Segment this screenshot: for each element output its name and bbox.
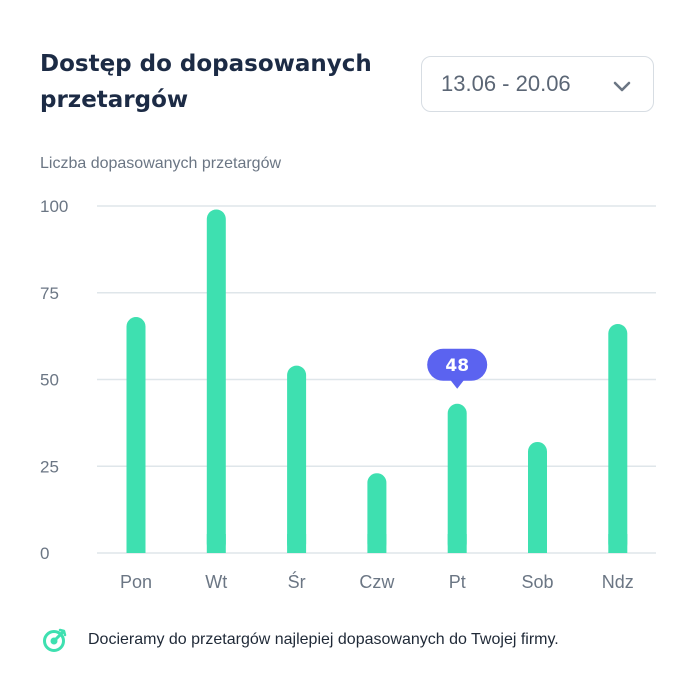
bar-base <box>608 534 628 553</box>
bar-base <box>206 534 226 553</box>
x-tick-label: Czw <box>359 572 395 592</box>
x-tick-label: Sob <box>521 572 553 592</box>
tooltip-value: 48 <box>445 356 469 376</box>
bar-ndz <box>608 323 628 553</box>
x-tick-label: Śr <box>288 571 306 592</box>
footer-note: Docieramy do przetargów najlepiej dopaso… <box>88 631 559 648</box>
chevron-down-icon <box>613 81 631 92</box>
tooltip-pointer <box>450 379 465 389</box>
y-tick-label: 0 <box>40 544 49 563</box>
bar-śr <box>287 365 307 553</box>
bar-pon <box>126 317 146 553</box>
y-tick-label: 25 <box>40 457 59 476</box>
bar-czw <box>367 473 387 553</box>
bar-pt <box>447 403 467 553</box>
y-tick-label: 50 <box>40 371 59 390</box>
target-icon <box>43 628 67 652</box>
bar-base <box>287 534 307 553</box>
value-tooltip <box>427 348 488 381</box>
y-tick-label: 100 <box>40 197 68 216</box>
bar-chart: 0 25 50 75 100 Pon Wt Śr Czw Pt 48 Sob Ndz <box>40 197 656 592</box>
bar-base <box>126 534 146 553</box>
x-tick-label: Wt <box>205 572 227 592</box>
bar-base <box>447 534 467 553</box>
bar-wt <box>206 209 226 553</box>
bar-sob <box>528 441 547 553</box>
x-tick-label: Pt <box>449 572 466 592</box>
x-tick-label: Pon <box>120 572 152 592</box>
chart-title: Dostęp do dopasowanych przetargów <box>40 51 372 113</box>
y-tick-label: 75 <box>40 284 59 303</box>
date-range-select[interactable]: 13.06 - 20.06 <box>421 56 654 112</box>
y-axis-label: Liczba dopasowanych przetargów <box>40 155 282 172</box>
bar-base <box>528 534 547 553</box>
date-range-value: 13.06 - 20.06 <box>441 71 571 96</box>
footer: Docieramy do przetargów najlepiej dopaso… <box>42 626 559 654</box>
bar-base <box>367 534 387 553</box>
x-tick-label: Ndz <box>602 572 634 592</box>
